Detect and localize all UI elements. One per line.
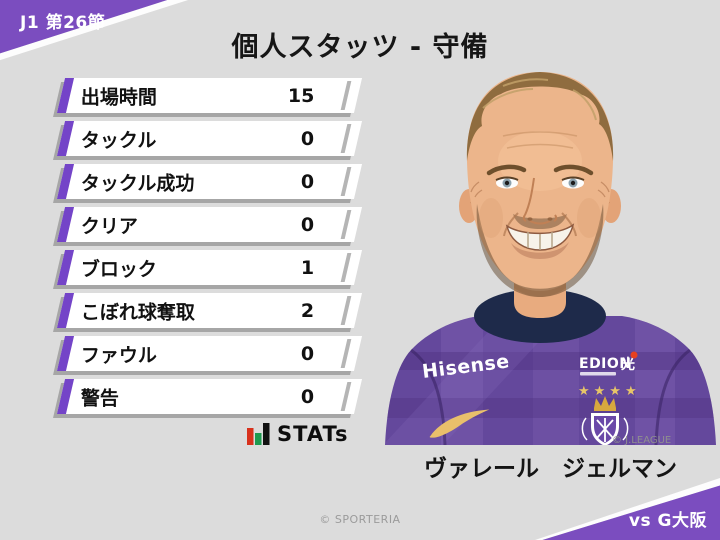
stat-row: ブロック 1 — [56, 250, 363, 285]
stat-value: 0 — [300, 170, 314, 193]
slash-decoration — [340, 124, 352, 153]
page-title: 個人スタッツ - 守備 — [231, 32, 489, 63]
svg-text:EDION: EDION — [579, 356, 632, 372]
stat-accent-stripe — [56, 250, 75, 285]
club-crest — [581, 396, 629, 446]
stat-bar: タックル成功 0 — [56, 164, 363, 199]
stat-row: ファウル 0 — [56, 336, 363, 371]
stat-label: ファウル — [81, 344, 158, 366]
stat-row: クリア 0 — [56, 207, 363, 242]
stat-row: こぼれ球奪取 2 — [56, 293, 363, 328]
site-credit: © SPORTERIA — [319, 513, 401, 526]
stat-bar: ブロック 1 — [56, 250, 363, 285]
svg-text:光: 光 — [620, 356, 635, 373]
stat-label: クリア — [81, 215, 139, 237]
player-photo: Hisense EDION 光 ★★★★ — [383, 66, 718, 446]
stat-accent-stripe — [56, 379, 75, 414]
stat-label: タックル — [81, 129, 157, 151]
slash-decoration — [340, 382, 352, 411]
slash-decoration — [340, 81, 352, 110]
slash-decoration — [340, 296, 352, 325]
stat-value: 0 — [300, 342, 314, 365]
player-portrait-illustration: Hisense EDION 光 ★★★★ — [385, 72, 716, 446]
stat-bar: クリア 0 — [56, 207, 363, 242]
player-name: ヴァレール ジェルマン — [424, 456, 677, 482]
bottom-right-corner-ribbon — [535, 478, 720, 540]
slash-decoration — [340, 253, 352, 282]
stat-bar: タックル 0 — [56, 121, 363, 156]
slash-decoration — [340, 339, 352, 368]
stat-label: ブロック — [81, 258, 158, 280]
stat-row: タックル成功 0 — [56, 164, 363, 199]
stat-bar: ファウル 0 — [56, 336, 363, 371]
stat-row: タックル 0 — [56, 121, 363, 156]
stat-row: 出場時間 15 — [56, 78, 363, 113]
stat-value: 0 — [300, 127, 314, 150]
stat-accent-stripe — [56, 207, 75, 242]
stats-logo: STATs — [247, 422, 348, 446]
stat-row: 警告 0 — [56, 379, 363, 414]
nike-swoosh-icon — [429, 409, 490, 438]
stat-bar: 出場時間 15 — [56, 78, 363, 113]
opponent-badge: vs G大阪 — [628, 511, 707, 531]
stat-bar: 警告 0 — [56, 379, 363, 414]
stat-accent-stripe — [56, 121, 75, 156]
round-badge: J1 第26節 — [20, 13, 106, 33]
stat-label: タックル成功 — [81, 172, 195, 194]
player-face — [459, 72, 621, 297]
top-left-corner-ribbon — [0, 0, 190, 62]
stat-bar: こぼれ球奪取 2 — [56, 293, 363, 328]
stats-logo-text: STATs — [277, 422, 349, 446]
stat-value: 1 — [300, 256, 314, 279]
stat-value: 15 — [287, 84, 314, 107]
stat-label: 出場時間 — [81, 86, 158, 108]
stat-accent-stripe — [56, 336, 75, 371]
stat-accent-stripe — [56, 78, 75, 113]
stat-accent-stripe — [56, 164, 75, 199]
slash-decoration — [340, 210, 352, 239]
photo-credit: © J.LEAGUE — [612, 435, 672, 446]
stats-list: 出場時間 15 タックル 0 タックル成功 0 クリア 0 — [56, 78, 363, 422]
stat-label: 警告 — [81, 387, 120, 409]
stat-value: 0 — [300, 385, 314, 408]
stat-label: こぼれ球奪取 — [81, 301, 196, 323]
slash-decoration — [340, 167, 352, 196]
stat-value: 2 — [300, 299, 314, 322]
bar-chart-icon — [247, 423, 270, 445]
stat-accent-stripe — [56, 293, 75, 328]
jersey-stars: ★★★★ — [578, 384, 641, 399]
stat-value: 0 — [300, 213, 314, 236]
sponsor-edion-logo: EDION 光 — [579, 351, 638, 376]
